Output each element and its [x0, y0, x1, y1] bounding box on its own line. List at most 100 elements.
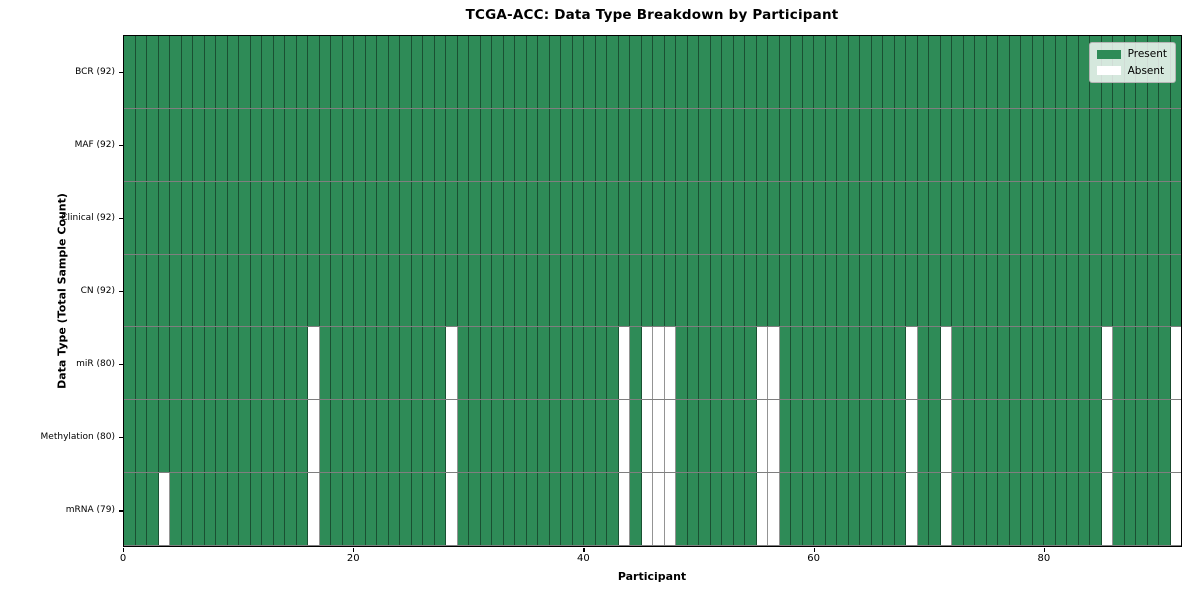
- cell-present: [124, 327, 136, 400]
- cell-present: [1147, 181, 1159, 254]
- cell-absent: [653, 327, 665, 400]
- cell-present: [147, 327, 159, 400]
- cell-present: [722, 327, 734, 400]
- cell-present: [411, 108, 423, 181]
- cell-present: [158, 181, 170, 254]
- cell-present: [503, 181, 515, 254]
- cell-present: [1147, 400, 1159, 473]
- cell-present: [814, 400, 826, 473]
- x-tick-label: 80: [1037, 553, 1051, 564]
- cell-present: [871, 254, 883, 327]
- cell-present: [1124, 327, 1136, 400]
- cell-present: [296, 254, 308, 327]
- cell-present: [768, 36, 780, 108]
- cell-present: [469, 327, 481, 400]
- cell-present: [1159, 473, 1171, 546]
- cell-present: [170, 327, 182, 400]
- cell-present: [124, 473, 136, 546]
- cell-absent: [940, 327, 952, 400]
- cell-present: [354, 327, 366, 400]
- cell-present: [1090, 108, 1102, 181]
- cell-present: [296, 400, 308, 473]
- cell-present: [216, 327, 228, 400]
- cell-present: [526, 473, 538, 546]
- cell-present: [779, 108, 791, 181]
- cell-absent: [768, 473, 780, 546]
- cell-present: [250, 327, 262, 400]
- cell-present: [400, 181, 412, 254]
- cell-present: [319, 400, 331, 473]
- cell-present: [710, 108, 722, 181]
- cell-present: [595, 108, 607, 181]
- cell-present: [434, 473, 446, 546]
- cell-present: [492, 36, 504, 108]
- cell-present: [388, 400, 400, 473]
- y-tick-mark: [119, 291, 123, 293]
- cell-present: [687, 181, 699, 254]
- heatmap-row: [124, 181, 1181, 255]
- cell-absent: [1101, 473, 1113, 546]
- cell-present: [1021, 473, 1033, 546]
- cell-present: [423, 254, 435, 327]
- cell-present: [871, 108, 883, 181]
- cell-present: [929, 181, 941, 254]
- cell-present: [434, 36, 446, 108]
- cell-present: [1032, 327, 1044, 400]
- y-tick-label: Clinical (92): [61, 212, 115, 223]
- y-tick-label: MAF (92): [74, 139, 115, 150]
- cell-present: [561, 181, 573, 254]
- cell-present: [124, 108, 136, 181]
- cell-present: [756, 108, 768, 181]
- cell-present: [515, 181, 527, 254]
- cell-present: [227, 36, 239, 108]
- cell-present: [940, 108, 952, 181]
- cell-present: [193, 473, 205, 546]
- cell-present: [526, 181, 538, 254]
- cell-present: [791, 181, 803, 254]
- cell-absent: [664, 473, 676, 546]
- cell-present: [986, 181, 998, 254]
- cell-present: [860, 181, 872, 254]
- cell-present: [1124, 108, 1136, 181]
- cell-present: [653, 36, 665, 108]
- cell-present: [572, 327, 584, 400]
- cell-present: [986, 473, 998, 546]
- cell-present: [676, 36, 688, 108]
- cell-present: [607, 36, 619, 108]
- cell-present: [722, 473, 734, 546]
- cell-present: [239, 181, 251, 254]
- cell-present: [319, 108, 331, 181]
- cell-present: [181, 254, 193, 327]
- cell-present: [158, 36, 170, 108]
- cell-present: [446, 181, 458, 254]
- cell-present: [480, 254, 492, 327]
- cell-present: [584, 473, 596, 546]
- cell-present: [1009, 254, 1021, 327]
- cell-present: [1159, 254, 1171, 327]
- cell-present: [204, 400, 216, 473]
- cell-present: [906, 36, 918, 108]
- legend-swatch-absent-icon: [1096, 66, 1121, 76]
- cell-present: [503, 473, 515, 546]
- heatmap-row: [124, 400, 1181, 474]
- cell-present: [837, 254, 849, 327]
- cell-absent: [940, 473, 952, 546]
- cell-present: [756, 254, 768, 327]
- cell-present: [699, 473, 711, 546]
- cell-present: [193, 36, 205, 108]
- cell-present: [216, 108, 228, 181]
- cell-present: [492, 254, 504, 327]
- cell-present: [664, 254, 676, 327]
- cell-present: [480, 36, 492, 108]
- cell-present: [641, 108, 653, 181]
- cell-present: [285, 181, 297, 254]
- cell-present: [227, 108, 239, 181]
- cell-present: [469, 473, 481, 546]
- cell-present: [1147, 254, 1159, 327]
- cell-absent: [446, 473, 458, 546]
- cell-present: [457, 181, 469, 254]
- cell-present: [354, 181, 366, 254]
- cell-present: [1021, 36, 1033, 108]
- cell-present: [595, 327, 607, 400]
- cell-present: [204, 181, 216, 254]
